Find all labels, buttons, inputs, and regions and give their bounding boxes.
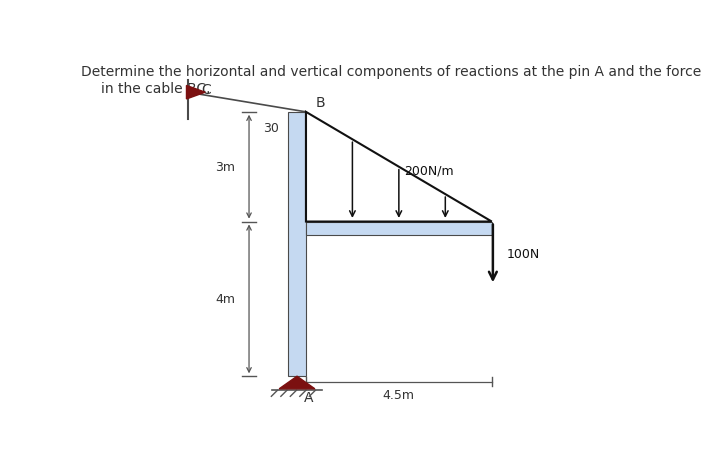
Text: Determine the horizontal and vertical components of reactions at the pin A and t: Determine the horizontal and vertical co… xyxy=(81,64,701,78)
Text: in the cable BC.: in the cable BC. xyxy=(101,82,211,96)
Polygon shape xyxy=(279,376,315,389)
Text: 3m: 3m xyxy=(215,161,235,174)
Bar xyxy=(288,113,306,376)
Bar xyxy=(306,222,492,236)
Text: A: A xyxy=(304,390,313,404)
Text: B: B xyxy=(316,96,325,110)
Text: C: C xyxy=(202,83,212,97)
Text: 4m: 4m xyxy=(215,293,235,306)
Text: 100N: 100N xyxy=(507,247,540,260)
Polygon shape xyxy=(186,86,205,100)
Text: 30: 30 xyxy=(264,122,279,135)
Text: 4.5m: 4.5m xyxy=(383,388,415,401)
Text: 200N/m: 200N/m xyxy=(405,164,454,177)
